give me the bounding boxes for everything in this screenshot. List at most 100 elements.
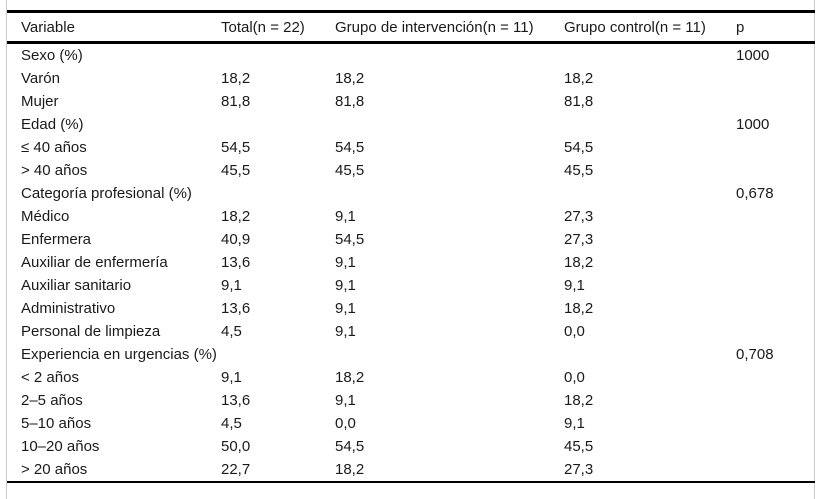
control-cell: 27,3 (564, 461, 594, 478)
variable-cell: 10–20 años (21, 438, 100, 455)
total-cell (221, 343, 335, 366)
control-cell (564, 182, 736, 205)
header-row: Variable Total(n = 22) Grupo de interven… (7, 11, 815, 44)
intervention-cell: 9,1 (335, 300, 356, 317)
total-cell: 45,5 (221, 162, 251, 179)
p-value-cell: 0,678 (736, 185, 774, 202)
intervention-cell: 9,1 (335, 208, 356, 225)
variable-cell: Médico (21, 208, 70, 225)
intervention-cell (335, 182, 564, 205)
total-cell: 22,7 (221, 461, 251, 478)
p-value-cell: 1000 (736, 47, 770, 64)
p-value-cell: 1000 (736, 116, 770, 133)
column-header-variable: Variable (7, 11, 221, 44)
variable-cell: Edad (%) (21, 116, 84, 133)
p-value-cell: 0,708 (736, 346, 774, 363)
intervention-cell: 9,1 (335, 254, 356, 271)
control-cell: 27,3 (564, 208, 594, 225)
intervention-cell: 54,5 (335, 438, 365, 455)
table-row: Auxiliar sanitario 9,1 9,1 9,1 (7, 274, 815, 297)
control-cell (564, 113, 736, 136)
intervention-cell: 18,2 (335, 369, 365, 386)
control-cell (564, 43, 736, 68)
intervention-cell (335, 343, 564, 366)
table-row: Categoría profesional (%) 0,678 (7, 182, 815, 205)
table-row: Varón 18,2 18,2 18,2 (7, 67, 815, 90)
table-row: Experiencia en urgencias (%) 0,708 (7, 343, 815, 366)
intervention-cell (335, 43, 564, 68)
total-cell (221, 113, 335, 136)
p-value-cell (736, 90, 815, 113)
control-cell: 9,1 (564, 277, 585, 294)
table-row: 10–20 años 50,0 54,5 45,5 (7, 435, 815, 458)
p-value-cell (736, 205, 815, 228)
p-value-cell (736, 159, 815, 182)
table-row: > 20 años 22,7 18,2 27,3 (7, 458, 815, 482)
column-header-control-group: Grupo control(n = 11) (564, 11, 736, 44)
p-value-cell (736, 297, 815, 320)
p-value-cell (736, 228, 815, 251)
variable-cell: < 2 años (21, 369, 79, 386)
table-row: ≤ 40 años 54,5 54,5 54,5 (7, 136, 815, 159)
total-cell: 50,0 (221, 438, 251, 455)
total-cell: 13,6 (221, 300, 251, 317)
p-value-cell (736, 274, 815, 297)
total-cell: 4,5 (221, 323, 242, 340)
intervention-cell: 0,0 (335, 415, 356, 432)
variable-cell: Administrativo (21, 300, 116, 317)
variable-cell: 2–5 años (21, 392, 83, 409)
table-row: 5–10 años 4,5 0,0 9,1 (7, 412, 815, 435)
control-cell: 45,5 (564, 438, 594, 455)
variable-cell: Varón (21, 70, 60, 87)
p-value-cell (736, 435, 815, 458)
table-row: Edad (%) 1000 (7, 113, 815, 136)
total-cell: 18,2 (221, 208, 251, 225)
column-header-total: Total(n = 22) (221, 11, 335, 44)
column-header-p-value: p (736, 11, 815, 44)
intervention-cell: 54,5 (335, 231, 365, 248)
intervention-cell: 9,1 (335, 392, 356, 409)
p-value-cell (736, 366, 815, 389)
p-value-cell (736, 136, 815, 159)
table-row: Médico 18,2 9,1 27,3 (7, 205, 815, 228)
table-row: < 2 años 9,1 18,2 0,0 (7, 366, 815, 389)
variable-cell: ≤ 40 años (21, 139, 87, 156)
variable-cell: Enfermera (21, 231, 92, 248)
control-cell: 18,2 (564, 392, 594, 409)
control-cell: 81,8 (564, 93, 594, 110)
p-value-cell (736, 389, 815, 412)
control-cell: 18,2 (564, 300, 594, 317)
table-header: Variable Total(n = 22) Grupo de interven… (7, 11, 815, 44)
control-cell: 27,3 (564, 231, 594, 248)
control-cell: 45,5 (564, 162, 594, 179)
control-cell: 18,2 (564, 70, 594, 87)
table-frame: Variable Total(n = 22) Grupo de interven… (6, 0, 815, 499)
total-cell: 9,1 (221, 369, 242, 386)
total-cell (221, 182, 335, 205)
total-cell: 40,9 (221, 231, 251, 248)
total-cell (221, 43, 335, 68)
total-cell: 81,8 (221, 93, 251, 110)
p-value-cell (736, 320, 815, 343)
total-cell: 9,1 (221, 277, 242, 294)
intervention-cell: 54,5 (335, 139, 365, 156)
variable-cell: Auxiliar de enfermería (21, 254, 168, 271)
baseline-characteristics-table: Variable Total(n = 22) Grupo de interven… (7, 10, 815, 483)
p-value-cell (736, 458, 815, 482)
intervention-cell: 45,5 (335, 162, 365, 179)
p-value-cell (736, 251, 815, 274)
total-cell: 13,6 (221, 392, 251, 409)
total-cell: 54,5 (221, 139, 251, 156)
table-row: Mujer 81,8 81,8 81,8 (7, 90, 815, 113)
control-cell: 0,0 (564, 323, 585, 340)
intervention-cell: 18,2 (335, 461, 365, 478)
table-row: Personal de limpieza 4,5 9,1 0,0 (7, 320, 815, 343)
intervention-cell: 81,8 (335, 93, 365, 110)
table-row: Auxiliar de enfermería 13,6 9,1 18,2 (7, 251, 815, 274)
variable-cell: > 20 años (21, 461, 88, 478)
table-body: Sexo (%) 1000 Varón 18,2 18,2 18,2 Mujer 81,8 81… (7, 43, 815, 483)
column-header-intervention-group: Grupo de intervención(n = 11) (335, 11, 564, 44)
table-row: Administrativo 13,6 9,1 18,2 (7, 297, 815, 320)
variable-cell: 5–10 años (21, 415, 92, 432)
